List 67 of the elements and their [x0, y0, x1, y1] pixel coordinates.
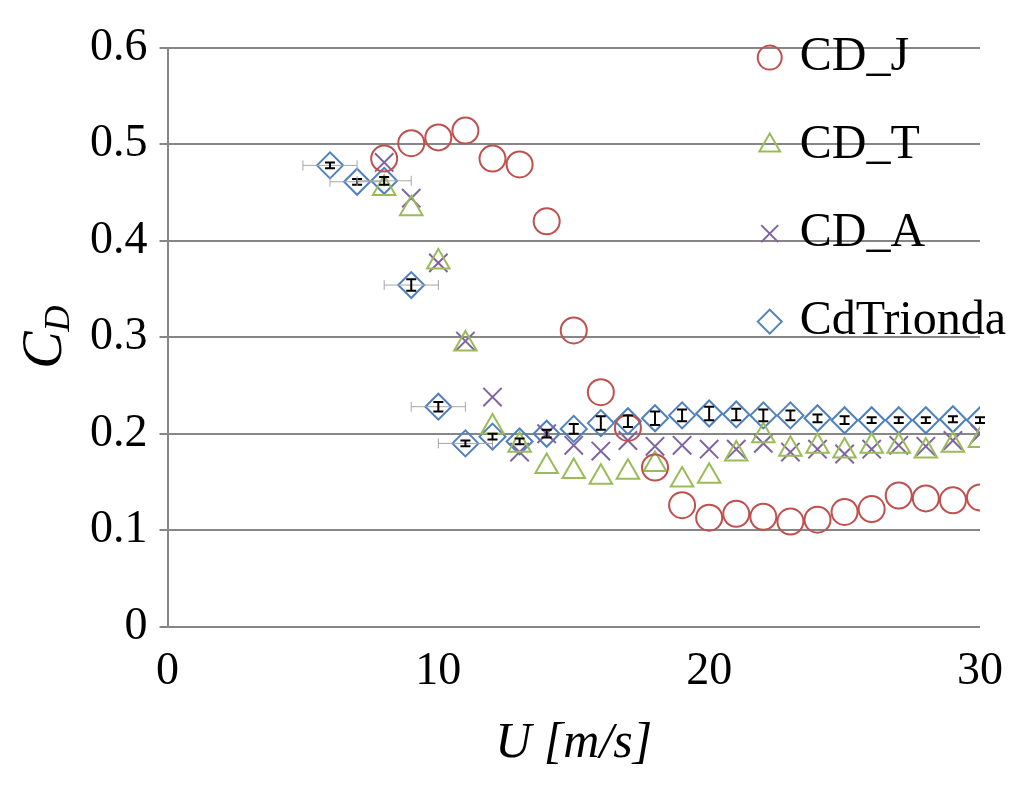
point — [586, 409, 615, 438]
point — [776, 507, 805, 536]
point — [668, 401, 697, 430]
point — [563, 435, 584, 456]
legend-label: CD_A — [799, 203, 926, 257]
y-tick-label: 0.5 — [90, 115, 148, 167]
point — [671, 435, 693, 456]
point — [370, 166, 399, 195]
point — [884, 406, 913, 435]
point — [343, 167, 372, 196]
point — [803, 404, 832, 433]
point — [722, 499, 751, 528]
y-tick-label: 0.3 — [90, 308, 148, 360]
point — [590, 440, 612, 462]
point — [749, 401, 778, 430]
y-tick-label: 0.1 — [90, 501, 148, 553]
point — [316, 151, 344, 180]
point — [830, 497, 859, 526]
y-tick-label: 0.4 — [90, 211, 148, 263]
point — [613, 413, 642, 442]
x-tick-label: 20 — [686, 643, 733, 695]
point — [884, 481, 913, 510]
point — [397, 129, 426, 158]
point — [695, 399, 724, 428]
point — [532, 207, 561, 236]
point — [830, 406, 859, 435]
y-tick-label: 0 — [124, 597, 148, 649]
point — [668, 491, 697, 520]
point — [911, 406, 940, 435]
point — [911, 484, 940, 513]
point — [586, 378, 615, 407]
point — [478, 144, 507, 173]
point — [482, 386, 503, 408]
legend-label: CdTrionda — [799, 291, 1007, 345]
x-tick-label: 30 — [957, 643, 1003, 695]
point — [617, 430, 639, 451]
point — [424, 123, 453, 152]
point — [722, 400, 751, 429]
point — [559, 414, 588, 443]
point — [857, 406, 886, 435]
point — [938, 486, 967, 515]
point — [370, 144, 399, 173]
point — [776, 401, 805, 430]
point — [559, 316, 588, 345]
point — [803, 505, 832, 534]
point — [644, 436, 666, 457]
point — [698, 438, 720, 460]
legend-label: CD_T — [799, 115, 920, 169]
point — [424, 392, 453, 421]
y-tick-label: 0.6 — [90, 18, 148, 70]
y-tick-label: 0.2 — [90, 404, 148, 456]
point — [451, 429, 480, 458]
point — [938, 405, 967, 434]
point — [613, 407, 642, 436]
legend-label: CD_J — [799, 27, 910, 81]
point — [641, 453, 669, 482]
point — [397, 271, 426, 300]
point — [857, 495, 886, 524]
point — [749, 502, 778, 531]
x-tick-label: 10 — [415, 643, 462, 695]
point — [505, 150, 534, 179]
x-axis-title: U [m/s] — [495, 712, 653, 769]
point — [478, 422, 507, 451]
point — [641, 404, 669, 433]
y-axis-title: CD — [10, 305, 78, 369]
point — [451, 116, 480, 145]
point — [695, 503, 724, 532]
